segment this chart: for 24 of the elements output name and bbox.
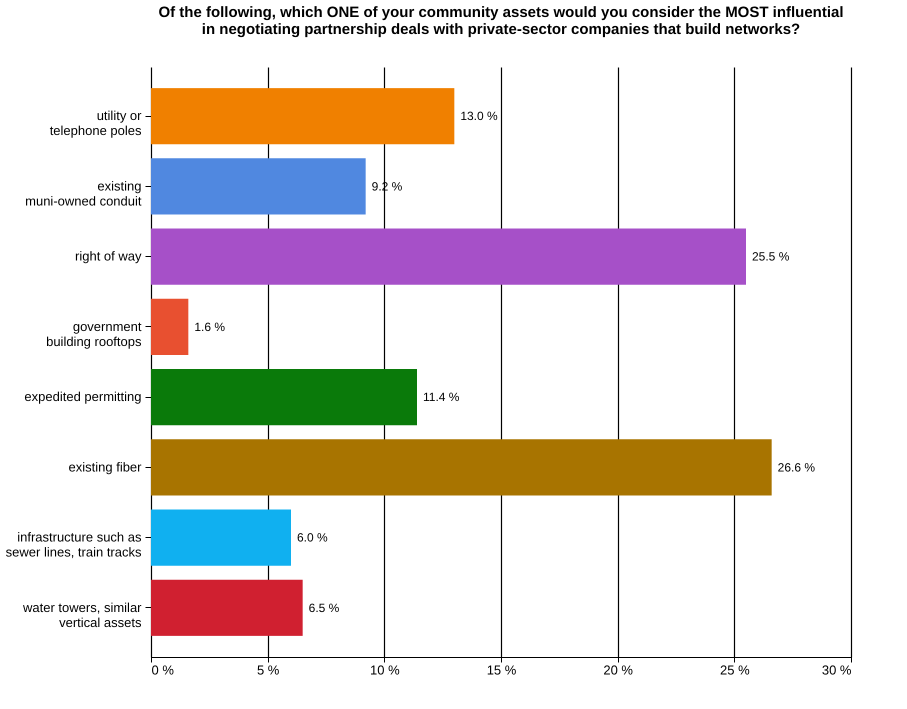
data-label: 6.5 % — [308, 600, 340, 615]
x-tick-label: 25 % — [720, 662, 750, 678]
x-tick-label: 0 % — [152, 662, 174, 678]
y-tick-label: right of way — [75, 248, 142, 264]
x-tick-label: 20 % — [603, 662, 634, 678]
data-label: 26.6 % — [778, 460, 816, 474]
x-tick-label: 5 % — [256, 662, 280, 678]
y-tick-label: utility or telephone poles — [50, 108, 142, 138]
y-tick-label: government building rooftops — [46, 318, 142, 349]
y-tick-label: existing fiber — [68, 459, 142, 474]
data-label: 11.4 % — [423, 390, 460, 404]
x-tick-label: 30 % — [822, 662, 852, 678]
y-tick-label: existing muni-owned conduit — [25, 178, 142, 208]
text: in negotiating partnership deals with private-sector companies that build networks? — [202, 21, 800, 38]
y-tick-label: infrastructure such as sewer lines, train tracks — [6, 530, 142, 560]
data-label: 13.0 % — [460, 109, 498, 124]
x-tick-label: 15 % — [486, 662, 517, 678]
x-tick-label: 10 % — [370, 662, 400, 678]
y-tick-label: expedited permitting — [24, 389, 142, 404]
data-label: 6.0 % — [297, 530, 328, 545]
data-label: 25.5 % — [752, 250, 790, 264]
text: Of the following, which ONE of your community assets would you consider the MOST influential — [158, 4, 844, 21]
y-tick-label: water towers, similar vertical assets — [22, 600, 142, 630]
data-label: 1.6 % — [194, 320, 226, 334]
